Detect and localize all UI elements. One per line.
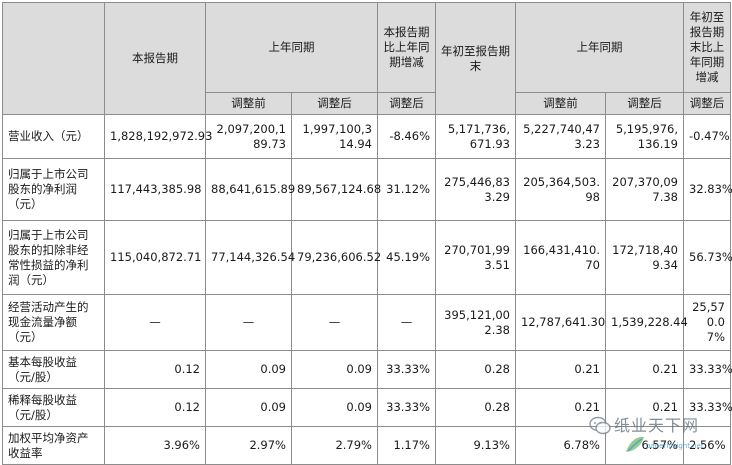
cell-value: 0.09 (205, 350, 292, 389)
cell-value: 45.19% (377, 220, 436, 295)
cell-value: 1,828,192,972.93 (104, 114, 212, 159)
table-row-basic-eps: 基本每股收益（元/股） 0.12 0.09 0.09 33.33% 0.28 0… (2, 350, 732, 389)
row-label: 经营活动产生的现金流量净额（元） (2, 294, 105, 351)
table-row-net-profit: 归属于上市公司股东的净利润（元） 117,443,385.98 88,641,6… (2, 158, 732, 221)
header-before-adj-2: 调整前 (515, 92, 606, 115)
header-change-period: 本报告期比上年同期增减 (377, 2, 436, 93)
cell-value: 33.33% (683, 388, 732, 427)
cell-value: 5,195,976,136.19 (605, 114, 684, 159)
table-row-cash-flow: 经营活动产生的现金流量净额（元） — — — — 395,121,002.38 … (2, 294, 731, 351)
cell-value: 0.12 (104, 388, 206, 427)
cell-value: 33.33% (683, 350, 732, 389)
cell-value: — (377, 294, 436, 351)
header-period-end: 年初至报告期末 (435, 2, 516, 115)
cell-value: 88,641,615.89 (205, 158, 295, 221)
row-label: 基本每股收益（元/股） (2, 350, 105, 389)
header-after-adj-2: 调整后 (605, 92, 684, 115)
table-row-revenue: 营业收入（元） 1,828,192,972.93 2,097,200,189.7… (2, 114, 731, 159)
row-label: 加权平均净资产收益率 (2, 426, 105, 465)
cell-value: 0.09 (291, 350, 378, 389)
header-after-adj-change: 调整后 (377, 92, 436, 115)
row-label: 营业收入（元） (2, 114, 105, 159)
cell-value: 172,718,409.34 (605, 220, 684, 295)
cell-value: — (291, 294, 378, 351)
cell-value: 5,171,736,671.93 (435, 114, 516, 159)
cell-value: 1,539,228.44 (605, 294, 688, 351)
cell-value: — (104, 294, 206, 351)
cell-value: 3.96% (104, 426, 206, 465)
row-label: 归属于上市公司股东的净利润（元） (2, 158, 105, 221)
cell-value: 115,040,872.71 (104, 220, 206, 295)
cell-value: 205,364,503.98 (515, 158, 606, 221)
cell-value: 56.73% (683, 220, 732, 295)
cell-value: 2.97% (205, 426, 292, 465)
header-prior-period: 上年同期 (205, 2, 378, 93)
cell-value: 12,787,641.30 (515, 294, 606, 351)
cell-value: 1,997,100,314.94 (291, 114, 378, 159)
cell-value: 0.09 (205, 388, 292, 427)
cell-value: 25,570.07% (683, 294, 731, 351)
cell-value: 77,144,326.54 (205, 220, 295, 295)
cell-value: 31.12% (377, 158, 436, 221)
cell-value: 275,446,833.29 (435, 158, 516, 221)
table-row-diluted-eps: 稀释每股收益（元/股） 0.12 0.09 0.09 33.33% 0.28 0… (2, 388, 732, 427)
cell-value: 1.17% (377, 426, 436, 465)
cell-value: 79,236,606.52 (291, 220, 381, 295)
cell-value: 89,567,124.68 (291, 158, 381, 221)
cell-value: — (205, 294, 292, 351)
row-label: 归属于上市公司股东的扣除非经常性损益的净利润（元） (2, 220, 105, 295)
cell-value: 33.33% (377, 350, 436, 389)
header-before-adj: 调整前 (205, 92, 292, 115)
cell-value: 2,097,200,189.73 (205, 114, 292, 159)
cell-value: 5,227,740,473.23 (515, 114, 606, 159)
cell-value: 166,431,410.70 (515, 220, 606, 295)
cell-value: -8.46% (377, 114, 436, 159)
cell-value: 0.21 (515, 388, 606, 427)
cell-value: 207,370,097.38 (605, 158, 684, 221)
header-current-period: 本报告期 (104, 2, 206, 115)
header-after-adj-change-2: 调整后 (683, 92, 731, 115)
cell-value: 0.28 (435, 350, 516, 389)
cell-value: 395,121,002.38 (435, 294, 516, 351)
cell-value: -0.47% (683, 114, 731, 159)
cell-value: 2.56% (683, 426, 731, 465)
cell-value: 117,443,385.98 (104, 158, 206, 221)
header-blank (2, 2, 105, 115)
table-row-net-profit-deducted: 归属于上市公司股东的扣除非经常性损益的净利润（元） 115,040,872.71… (2, 220, 732, 295)
cell-value: 0.09 (291, 388, 378, 427)
row-label: 稀释每股收益（元/股） (2, 388, 105, 427)
cell-value: 32.83% (683, 158, 732, 221)
header-change-ytd: 年初至报告期末比上年同期增减 (683, 2, 731, 93)
cell-value: 2.79% (291, 426, 378, 465)
cell-value: 0.12 (104, 350, 206, 389)
cell-value: 9.13% (435, 426, 516, 465)
cell-value: 0.21 (515, 350, 606, 389)
cell-value: 270,701,993.51 (435, 220, 516, 295)
cell-value: 0.21 (605, 350, 684, 389)
cell-value: 33.33% (377, 388, 436, 427)
header-after-adj: 调整后 (291, 92, 378, 115)
cell-value: 6.57% (605, 426, 684, 465)
table-row-roe: 加权平均净资产收益率 3.96% 2.97% 2.79% 1.17% 9.13%… (2, 426, 731, 465)
cell-value: 6.78% (515, 426, 606, 465)
header-prior-period-2: 上年同期 (515, 2, 684, 93)
cell-value: 0.28 (435, 388, 516, 427)
cell-value: 0.21 (605, 388, 684, 427)
